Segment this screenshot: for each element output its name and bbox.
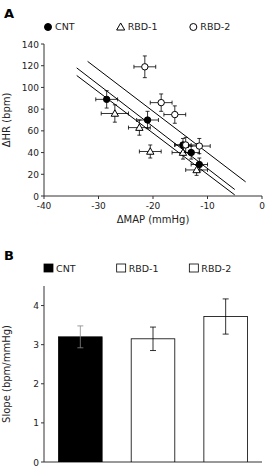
- y-tick: [41, 344, 44, 345]
- y-tick-label: 4: [33, 301, 39, 311]
- point: [103, 96, 109, 102]
- y-axis-line: [44, 44, 45, 196]
- x-axis-label: ΔMAP (mmHg): [117, 214, 190, 225]
- y-tick-label: 2: [33, 379, 39, 389]
- y-tick-label: 1: [33, 418, 39, 428]
- panel: 0 1 2 3 4 Slope (bpm/mmHg) CNT RBD-1 RBD-2 B: [1, 248, 262, 468]
- legend-label: RBD-2: [201, 263, 231, 274]
- x-tick-label: -30: [91, 201, 106, 211]
- x-tick: [98, 196, 99, 199]
- y-tick: [41, 44, 44, 45]
- y-tick: [41, 422, 44, 423]
- legend-label: CNT: [55, 21, 75, 32]
- point: [183, 142, 189, 148]
- legend-swatch: [117, 264, 126, 272]
- y-tick: [41, 462, 44, 463]
- x-tick: [207, 196, 208, 199]
- error-bar: [77, 326, 83, 348]
- legend-swatch: [44, 264, 53, 272]
- legend-swatch: [189, 264, 198, 272]
- chart-root: 020406080100120140ΔHR (bpm)-40-30-20-100…: [0, 0, 270, 474]
- x-tick: [153, 196, 154, 199]
- panel-label: A: [4, 6, 14, 21]
- y-tick-label: 120: [22, 61, 39, 71]
- bar: [131, 339, 175, 462]
- legend-label: RBD-2: [200, 21, 230, 32]
- regression-line: [88, 61, 246, 182]
- x-tick-label: -20: [146, 201, 161, 211]
- point: [136, 124, 143, 130]
- legend-label: CNT: [56, 263, 76, 274]
- y-tick-label: 60: [28, 126, 40, 136]
- y-tick: [41, 305, 44, 306]
- legend-marker: [190, 24, 197, 31]
- point: [196, 143, 202, 149]
- y-tick: [41, 65, 44, 66]
- x-tick: [44, 196, 45, 199]
- y-tick-label: 100: [22, 83, 39, 93]
- point: [193, 166, 200, 172]
- legend-marker: [45, 24, 52, 31]
- y-tick: [41, 87, 44, 88]
- legend-label: RBD-1: [129, 263, 159, 274]
- y-tick: [41, 109, 44, 110]
- legend-label: RBD-1: [128, 21, 158, 32]
- point: [111, 110, 118, 116]
- y-tick: [41, 383, 44, 384]
- y-tick-label: 140: [22, 40, 39, 50]
- y-tick-label: 0: [33, 458, 39, 468]
- bar: [59, 337, 103, 462]
- point: [172, 111, 178, 117]
- x-tick-label: -10: [200, 201, 215, 211]
- x-tick: [262, 196, 263, 199]
- point: [144, 117, 150, 123]
- plot-area: [59, 299, 248, 462]
- plot-area: [77, 56, 246, 195]
- point: [147, 148, 154, 154]
- legend-marker: [117, 23, 125, 30]
- y-axis-label: ΔHR (bpm): [1, 93, 12, 148]
- x-tick-label: -40: [37, 201, 52, 211]
- panel-label: B: [4, 248, 14, 263]
- y-axis-label: Slope (bpm/mmHg): [1, 325, 12, 423]
- regression-line: [77, 75, 235, 194]
- y-tick-label: 0: [33, 192, 39, 202]
- y-tick-label: 20: [28, 170, 40, 180]
- y-tick: [41, 130, 44, 131]
- y-tick-label: 40: [28, 148, 40, 158]
- y-tick: [41, 152, 44, 153]
- y-tick-label: 3: [33, 340, 39, 350]
- y-tick-label: 80: [28, 105, 40, 115]
- error-bar: [223, 299, 229, 334]
- point: [142, 64, 148, 70]
- point: [158, 99, 164, 105]
- error-bar: [150, 327, 156, 350]
- panel: 0 20 40 60 80 100 120 140 ΔHR (bpm) -40 -30 -20 -10 0…: [1, 6, 265, 225]
- y-tick: [41, 174, 44, 175]
- x-tick-label: 0: [259, 201, 265, 211]
- y-axis-line: [44, 286, 45, 462]
- regression-line: [77, 68, 235, 190]
- bar: [204, 317, 248, 462]
